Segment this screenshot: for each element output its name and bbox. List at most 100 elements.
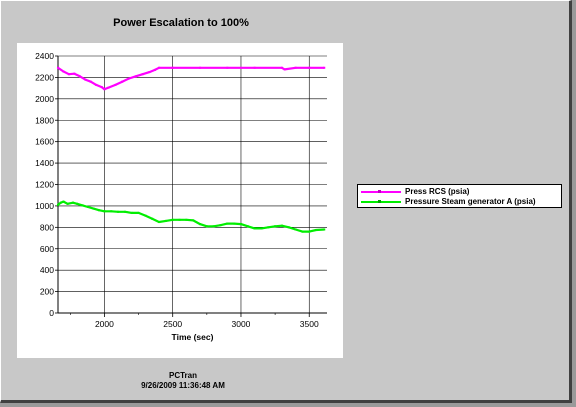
chart-title: Power Escalation to 100% bbox=[113, 17, 249, 29]
series-point-0 bbox=[134, 75, 137, 78]
series-point-1 bbox=[97, 209, 100, 212]
series-point-1 bbox=[151, 217, 154, 220]
legend-label-rcs: Press RCS (psia) bbox=[405, 187, 470, 196]
series-point-0 bbox=[67, 73, 70, 76]
legend-item-sg: Pressure Steam generator A (psia) bbox=[358, 196, 561, 207]
series-point-1 bbox=[57, 203, 59, 206]
series-point-1 bbox=[253, 227, 256, 230]
series-point-1 bbox=[117, 210, 120, 213]
series-point-1 bbox=[59, 201, 62, 204]
series-point-0 bbox=[73, 72, 76, 75]
series-point-0 bbox=[153, 68, 156, 71]
series-point-1 bbox=[308, 230, 311, 233]
series-point-1 bbox=[192, 219, 195, 222]
series-point-0 bbox=[62, 70, 65, 73]
legend-swatch-rcs bbox=[361, 191, 401, 193]
y-tick-label: 800 bbox=[40, 222, 54, 232]
series-line-0 bbox=[57, 66, 325, 91]
series-point-0 bbox=[199, 66, 202, 69]
legend-label-sg: Pressure Steam generator A (psia) bbox=[405, 197, 536, 206]
series-point-1 bbox=[72, 201, 75, 204]
series-point-0 bbox=[84, 78, 87, 81]
x-axis-label: Time (sec) bbox=[172, 332, 214, 342]
series-point-0 bbox=[78, 75, 81, 78]
x-tick-label: 2500 bbox=[163, 319, 182, 329]
series-point-1 bbox=[246, 225, 249, 228]
y-tick-label: 1200 bbox=[35, 180, 54, 190]
series-point-0 bbox=[141, 73, 144, 76]
chart-legend: Press RCS (psia) Pressure Steam generato… bbox=[357, 184, 562, 208]
series-point-0 bbox=[89, 80, 92, 83]
series-point-0 bbox=[128, 77, 131, 80]
series-point-1 bbox=[212, 225, 215, 228]
series-point-1 bbox=[205, 225, 208, 228]
series-point-0 bbox=[323, 66, 326, 69]
series-point-1 bbox=[103, 210, 106, 213]
series-point-1 bbox=[233, 222, 236, 225]
series-point-1 bbox=[267, 226, 270, 229]
footer: PCTran 9/26/2009 11:36:48 AM bbox=[1, 371, 365, 391]
y-tick-label: 600 bbox=[40, 244, 54, 254]
y-tick-label: 1600 bbox=[35, 137, 54, 147]
series-point-0 bbox=[57, 66, 59, 69]
plot-panel: 0 200 400 600 800 1000 1200 1400 1600 1800 2000 220… bbox=[17, 43, 343, 358]
y-tick-label: 2400 bbox=[35, 51, 54, 61]
footer-timestamp: 9/26/2009 11:36:48 AM bbox=[141, 381, 225, 390]
series-point-1 bbox=[280, 224, 283, 227]
series-point-1 bbox=[274, 225, 277, 228]
footer-app-name: PCTran bbox=[168, 371, 197, 380]
legend-item-rcs: Press RCS (psia) bbox=[358, 186, 561, 197]
series-point-1 bbox=[76, 202, 79, 205]
series-point-1 bbox=[66, 202, 69, 205]
x-tick-label: 3500 bbox=[300, 319, 319, 329]
y-tick-label: 1800 bbox=[35, 115, 54, 125]
series-point-1 bbox=[110, 210, 113, 213]
y-tick-label: 2000 bbox=[35, 94, 54, 104]
series-point-1 bbox=[164, 219, 167, 222]
series-point-1 bbox=[87, 205, 90, 208]
series-point-0 bbox=[103, 88, 106, 91]
legend-marker-rcs bbox=[378, 190, 381, 193]
series-point-1 bbox=[260, 227, 263, 230]
series-point-0 bbox=[100, 86, 103, 89]
series-point-1 bbox=[287, 226, 290, 229]
series-point-0 bbox=[253, 66, 256, 69]
series-point-1 bbox=[294, 228, 297, 231]
y-tick-label: 1400 bbox=[35, 158, 54, 168]
series-point-1 bbox=[130, 211, 133, 214]
y-tick-label: 400 bbox=[40, 265, 54, 275]
series-point-1 bbox=[171, 218, 174, 221]
series-point-1 bbox=[226, 222, 229, 225]
y-tick-label: 200 bbox=[40, 287, 54, 297]
series-point-1 bbox=[81, 204, 84, 207]
series-point-1 bbox=[239, 223, 242, 226]
series-point-1 bbox=[219, 224, 222, 227]
chart-svg: 0 200 400 600 800 1000 1200 1400 1600 1800 2000 220… bbox=[35, 51, 327, 342]
series-point-0 bbox=[226, 66, 229, 69]
legend-marker-sg bbox=[378, 200, 381, 203]
series-point-1 bbox=[92, 207, 95, 210]
series-point-0 bbox=[121, 80, 124, 83]
series-point-1 bbox=[123, 210, 126, 213]
series-point-0 bbox=[114, 83, 117, 86]
series-point-0 bbox=[283, 68, 286, 71]
series-point-0 bbox=[158, 66, 161, 69]
series-point-1 bbox=[144, 214, 147, 217]
series-point-1 bbox=[315, 229, 318, 232]
x-tick-label: 2000 bbox=[95, 319, 114, 329]
series-point-1 bbox=[158, 220, 161, 223]
series-point-1 bbox=[62, 200, 65, 203]
series-point-0 bbox=[148, 71, 151, 74]
x-tick-label: 3000 bbox=[232, 319, 251, 329]
series-point-0 bbox=[280, 66, 283, 69]
series-point-1 bbox=[178, 218, 181, 221]
y-tick-label: 2200 bbox=[35, 72, 54, 82]
series-point-0 bbox=[107, 86, 110, 89]
series-point-0 bbox=[171, 66, 174, 69]
y-tick-label: 1000 bbox=[35, 201, 54, 211]
legend-swatch-sg bbox=[361, 201, 401, 203]
y-tick-label: 0 bbox=[49, 308, 54, 318]
series-point-1 bbox=[199, 223, 202, 226]
series-point-1 bbox=[137, 211, 140, 214]
